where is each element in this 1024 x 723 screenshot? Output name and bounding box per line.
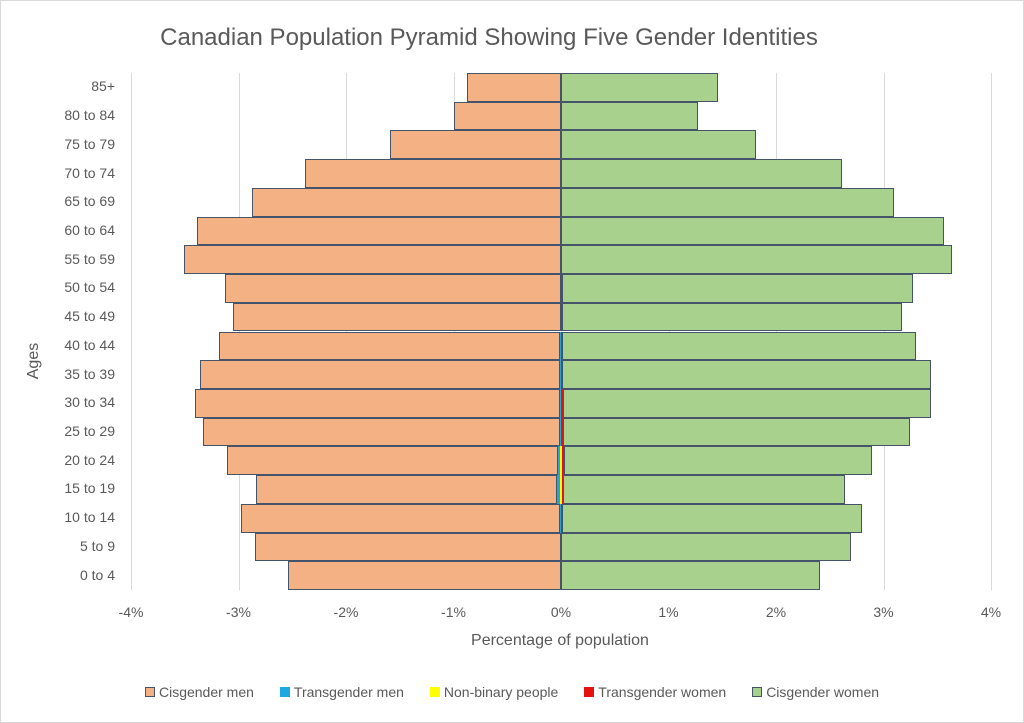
bar-transgender-women [561, 475, 564, 504]
bar-transgender-men [559, 388, 562, 418]
bar-cisgender-women [561, 159, 842, 188]
gridline [131, 73, 132, 590]
bar-cisgender-men [287, 561, 561, 590]
bar-cisgender-women [561, 503, 862, 533]
bar-cisgender-men [467, 73, 561, 102]
bar-cisgender-men [390, 130, 561, 160]
bar-cisgender-women [561, 216, 944, 246]
bar-cisgender-men [254, 532, 561, 562]
bar-cisgender-women [561, 532, 852, 562]
bar-cisgender-women [561, 101, 698, 131]
legend-label: Cisgender men [158, 684, 254, 700]
y-tick-label: 85+ [91, 78, 115, 95]
bar-cisgender-women [561, 245, 953, 275]
x-tick-label: -1% [441, 604, 466, 620]
legend-label: Transgender women [598, 684, 727, 700]
y-tick-label: 50 to 54 [64, 279, 115, 296]
plot-area [131, 73, 992, 590]
legend-label: Non-binary people [443, 684, 559, 700]
bar-transgender-women [561, 417, 564, 447]
legend-swatch-icon [144, 687, 155, 697]
bar-transgender-women [561, 446, 564, 476]
bar-transgender-women [561, 360, 563, 389]
x-tick-label: 1% [658, 604, 679, 620]
y-tick-label: 80 to 84 [64, 107, 115, 124]
bar-cisgender-women [561, 302, 903, 332]
bar-cisgender-men [233, 302, 561, 332]
legend-swatch-icon [752, 687, 763, 697]
legend-item: Transgender women [584, 684, 726, 700]
chart-title: Canadian Population Pyramid Showing Five… [160, 24, 818, 51]
gridline [991, 73, 992, 590]
y-tick-label: 5 to 9 [79, 537, 115, 554]
bar-transgender-men [559, 503, 562, 533]
bar-cisgender-women [561, 73, 718, 102]
x-tick-label: -2% [333, 604, 359, 620]
legend-swatch-icon [279, 687, 290, 697]
x-tick-label: 2% [765, 604, 787, 620]
y-tick-label: 70 to 74 [64, 164, 115, 181]
legend-label: Cisgender women [766, 684, 880, 700]
bar-non-binary [560, 446, 562, 476]
legend-label: Transgender men [293, 684, 404, 700]
bar-cisgender-women [561, 561, 821, 590]
x-tick-label: -4% [118, 604, 144, 620]
bar-transgender-men [559, 417, 562, 447]
bar-cisgender-men [200, 360, 561, 389]
bar-cisgender-women [561, 130, 756, 160]
y-tick-label: 10 to 14 [64, 509, 115, 526]
bar-cisgender-women [561, 187, 895, 217]
y-tick-label: 15 to 19 [64, 480, 115, 497]
y-tick-label: 45 to 49 [64, 308, 115, 325]
y-tick-label: 30 to 34 [64, 394, 115, 411]
bar-cisgender-women [562, 360, 931, 389]
bar-cisgender-men [224, 274, 561, 303]
legend-item: Transgender men [279, 684, 404, 700]
bar-cisgender-men [256, 475, 558, 504]
bar-cisgender-men [305, 159, 561, 188]
y-tick-label: 60 to 64 [64, 221, 115, 238]
y-tick-label: 40 to 44 [64, 336, 115, 353]
legend-swatch-icon [584, 687, 595, 697]
bar-cisgender-women [563, 417, 910, 447]
bar-transgender-men [557, 475, 561, 504]
bar-cisgender-men [453, 101, 561, 131]
x-tick-label: 4% [980, 604, 1002, 620]
bar-cisgender-men [196, 216, 561, 246]
bar-transgender-men [558, 446, 561, 476]
bar-transgender-women [561, 388, 563, 418]
y-tick-label: 20 to 24 [64, 451, 115, 468]
y-tick-label: 35 to 39 [64, 365, 115, 382]
y-tick-label: 65 to 69 [64, 193, 115, 210]
y-tick-label: 55 to 59 [64, 250, 115, 267]
bar-cisgender-men [227, 446, 559, 476]
bar-non-binary [560, 475, 562, 504]
bar-cisgender-women [563, 446, 873, 476]
bar-cisgender-women [562, 388, 931, 418]
x-axis-label: Percentage of population [471, 632, 649, 649]
y-tick-label: 0 to 4 [79, 566, 115, 583]
bar-cisgender-men [202, 417, 560, 447]
x-tick-label: 3% [873, 604, 894, 620]
bar-cisgender-women [561, 331, 917, 361]
legend-item: Cisgender men [144, 684, 254, 700]
x-tick-label: 0% [550, 604, 572, 620]
bar-cisgender-men [218, 331, 561, 361]
bar-cisgender-women [562, 475, 846, 504]
y-tick-label: 75 to 79 [64, 135, 115, 152]
y-tick-label: 25 to 29 [64, 423, 115, 440]
legend-swatch-icon [429, 687, 440, 697]
bar-cisgender-men [241, 503, 560, 533]
bar-cisgender-men [195, 388, 560, 418]
bar-cisgender-men [183, 245, 561, 275]
legend-item: Non-binary people [429, 684, 559, 700]
legend: Cisgender men Transgender men Non-binary p… [0, 684, 1024, 700]
bar-cisgender-women [561, 274, 914, 303]
x-tick-label: -3% [226, 604, 251, 620]
bar-cisgender-men [252, 187, 561, 217]
legend-item: Cisgender women [752, 684, 879, 700]
